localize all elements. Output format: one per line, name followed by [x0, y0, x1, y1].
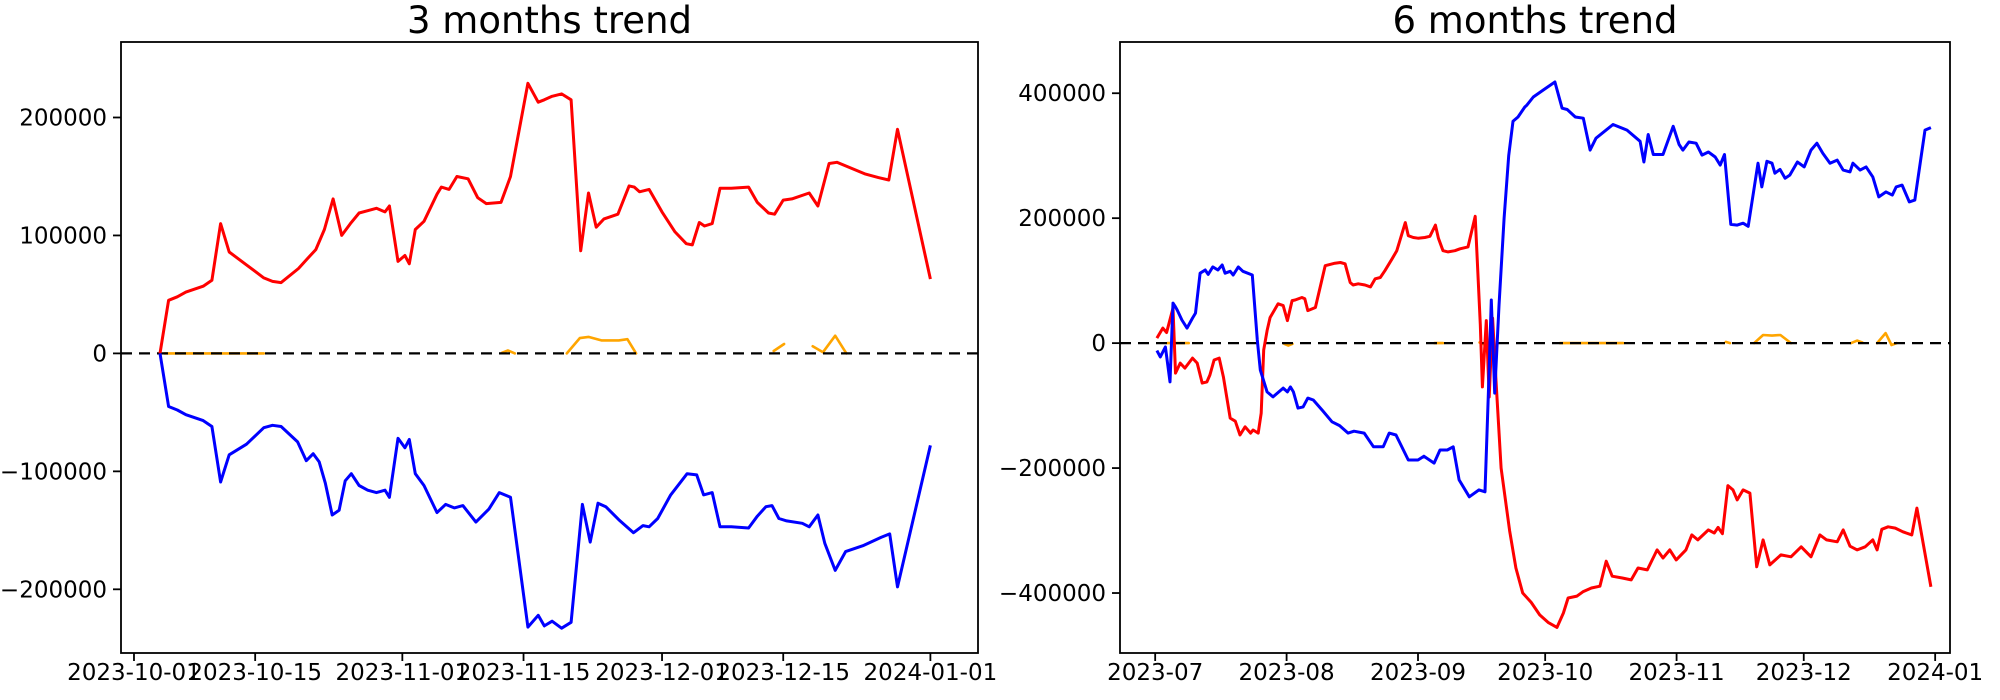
x-tick-label: 2023-11-01 — [336, 660, 470, 686]
y-tick-label: 200000 — [19, 105, 107, 131]
orange-net-line — [500, 349, 517, 355]
orange-net-line — [1282, 342, 1294, 347]
x-tick-label: 2023-08 — [1239, 660, 1335, 686]
y-tick-label: −200000 — [999, 456, 1106, 482]
orange-net-line — [1724, 340, 1732, 345]
y-tick-label: 400000 — [1018, 81, 1106, 107]
y-tick-label: 0 — [92, 341, 107, 367]
x-tick-label: 2023-10-15 — [188, 660, 322, 686]
orange-net-line — [1752, 333, 1793, 345]
x-tick-label: 2023-09 — [1370, 660, 1466, 686]
x-tick-label: 2023-07 — [1107, 660, 1203, 686]
y-tick-label: 100000 — [19, 223, 107, 249]
right-chart-title: 6 months trend — [1392, 0, 1678, 42]
x-tick-label: 2023-10-01 — [67, 660, 201, 686]
plot-border — [1119, 41, 1951, 654]
x-tick-label: 2023-12-15 — [716, 660, 850, 686]
red-line — [158, 81, 932, 354]
blue-line — [1155, 80, 1932, 499]
x-tick-label: 2023-10 — [1497, 660, 1593, 686]
plot-border — [120, 41, 979, 654]
x-tick-label: 2024-01-01 — [864, 660, 998, 686]
x-tick-label: 2024-01 — [1887, 660, 1983, 686]
left-chart-title: 3 months trend — [406, 0, 693, 42]
orange-net-line — [811, 334, 848, 355]
y-tick-label: 200000 — [1018, 206, 1106, 232]
orange-net-line — [1849, 339, 1864, 345]
y-tick-label: 0 — [1091, 331, 1106, 357]
six-months-trend-chart: 2023-07 2023-08 2023-09 2023-10 2023-11 2023-… — [999, 41, 1983, 686]
x-tick-label: 2023-12-01 — [595, 660, 729, 686]
orange-net-line — [772, 342, 786, 353]
blue-line — [158, 353, 932, 630]
orange-net-line — [565, 335, 638, 355]
y-tick-label: −400000 — [999, 581, 1106, 607]
red-line — [1155, 214, 1933, 629]
x-tick-label: 2023-11 — [1629, 660, 1725, 686]
y-tick-label: −200000 — [0, 577, 107, 603]
x-tick-label: 2023-12 — [1756, 660, 1852, 686]
x-tick-label: 2023-11-15 — [457, 660, 591, 686]
y-tick-label: −100000 — [0, 459, 107, 485]
